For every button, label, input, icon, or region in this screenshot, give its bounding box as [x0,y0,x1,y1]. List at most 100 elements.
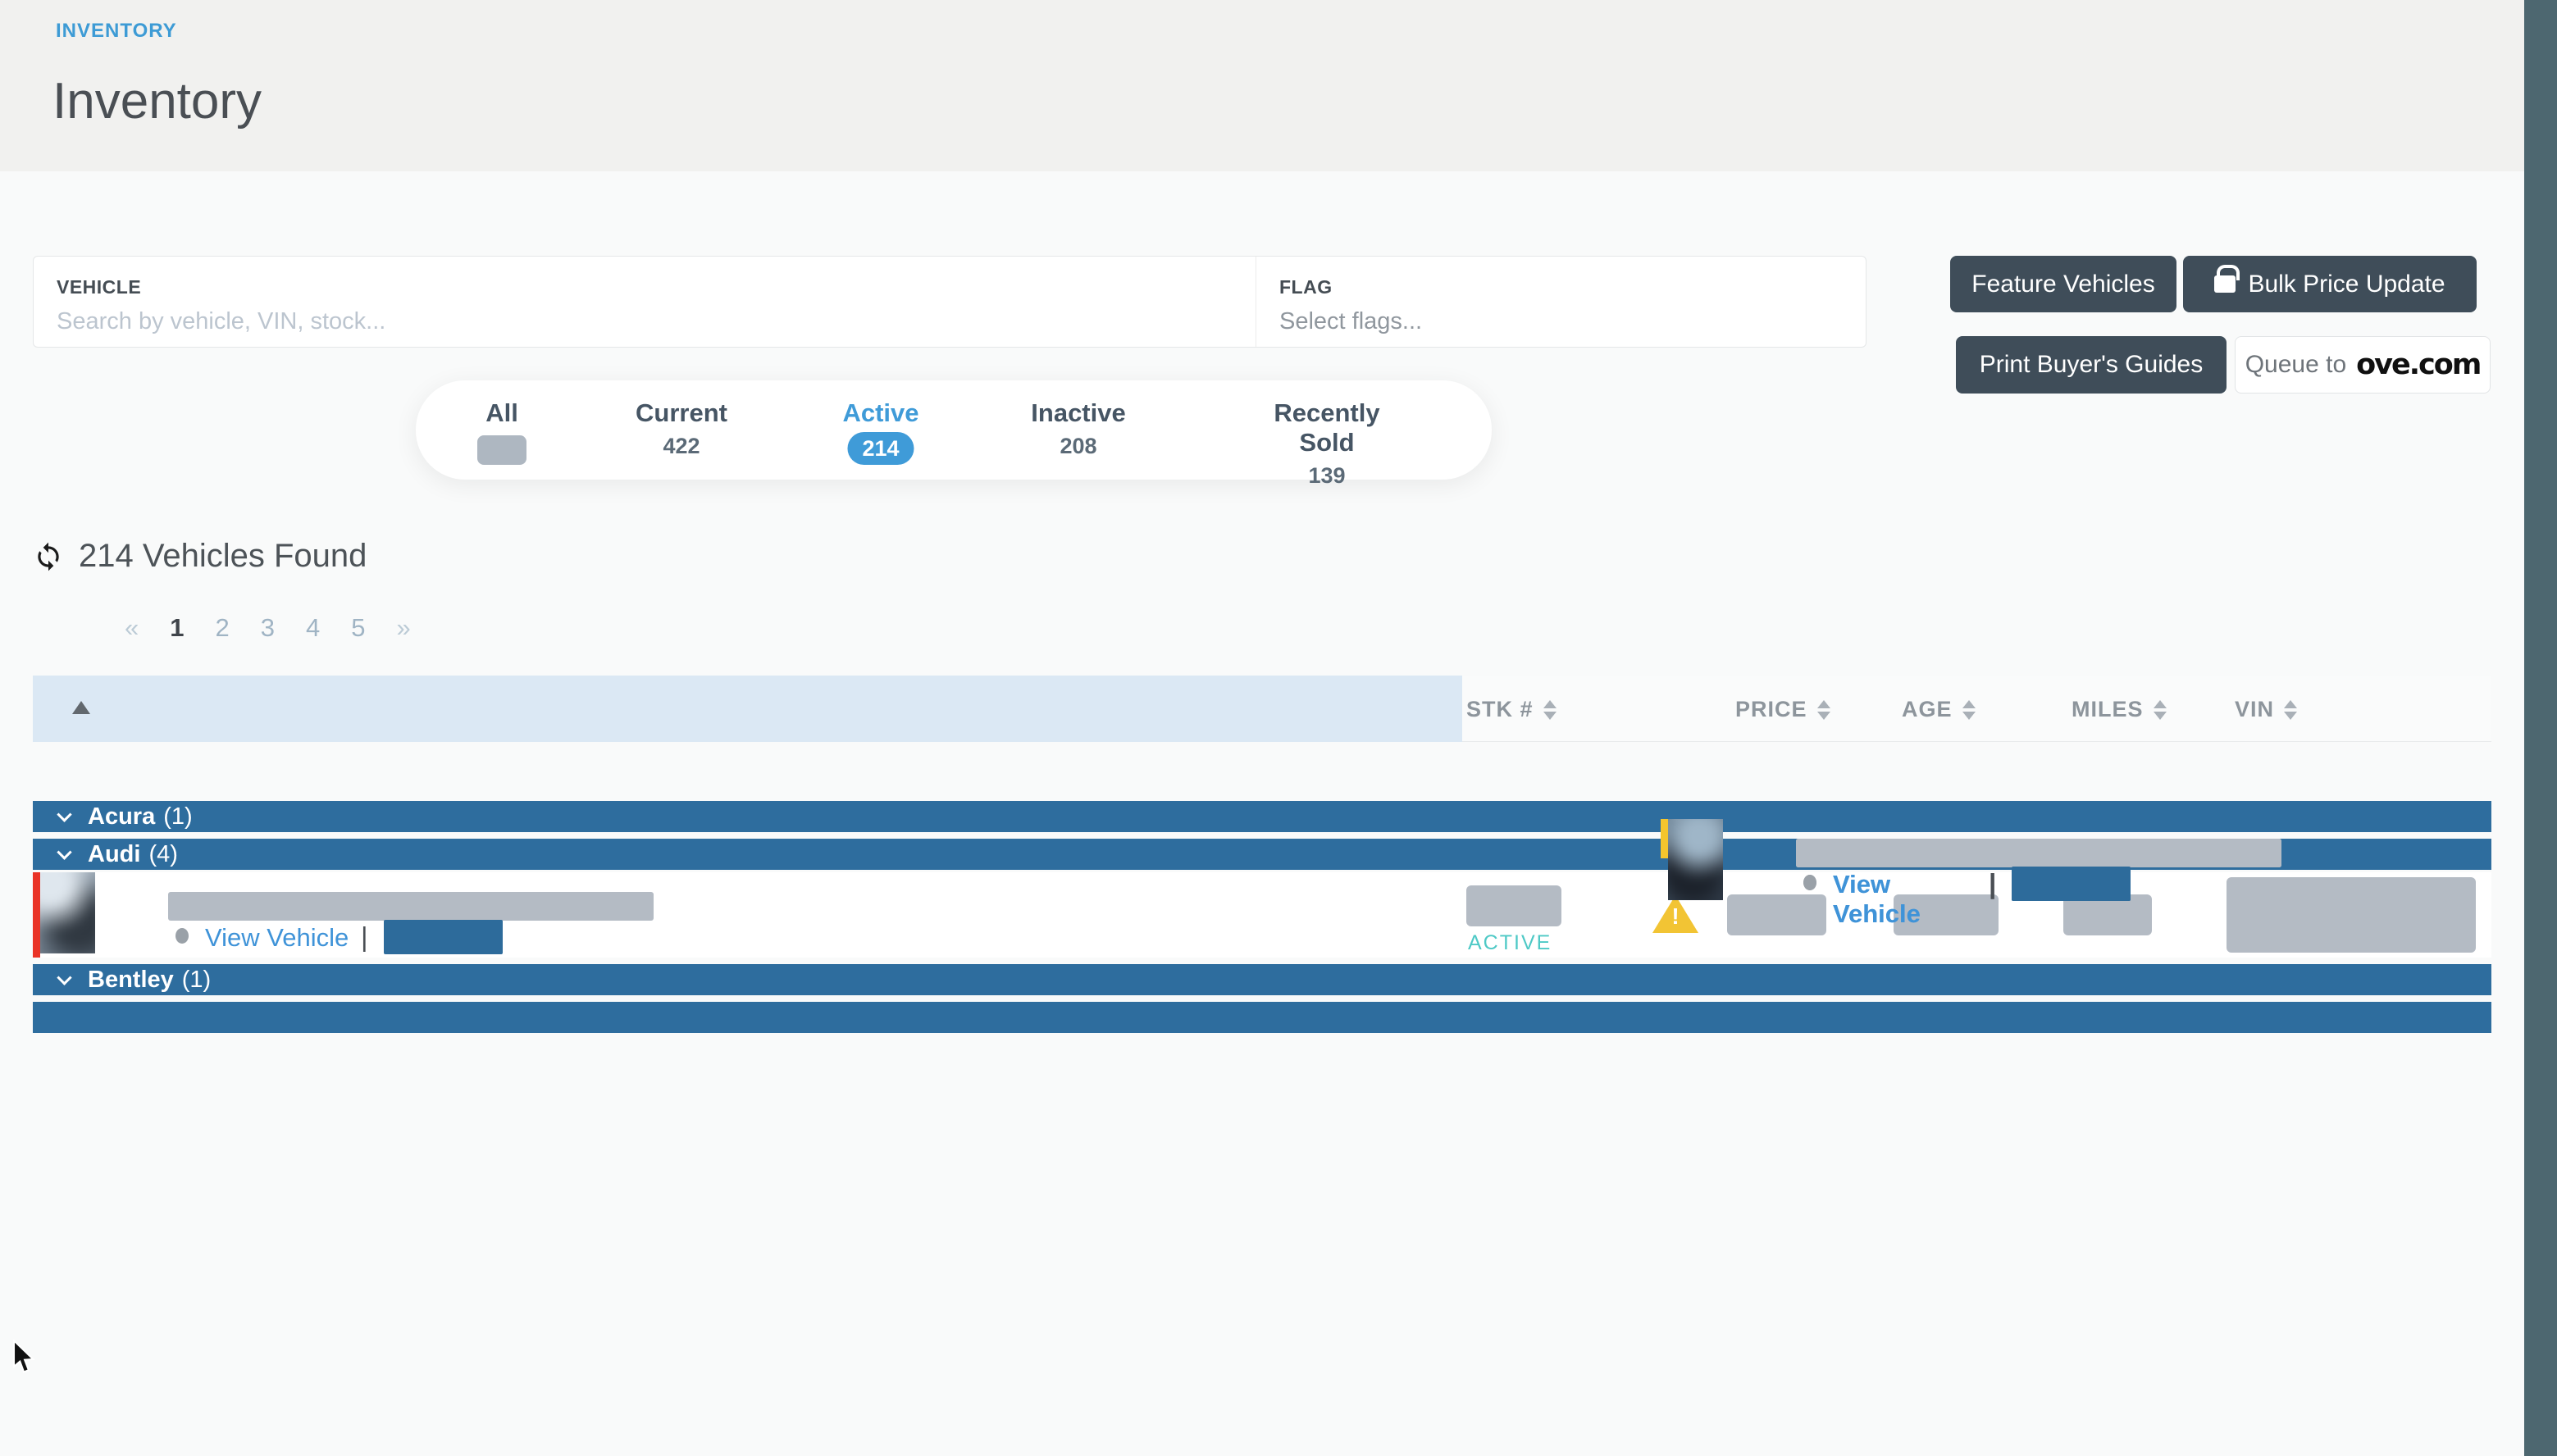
miles-value-redacted [2063,894,2152,935]
make-group-section: Bentley (1) View Vehicle | ACTIVE ! ! [33,819,2491,995]
view-vehicle-link[interactable]: View Vehicle [1833,870,1921,928]
column-header-age[interactable]: AGE [1902,697,1976,722]
vin-value-redacted [2227,877,2476,953]
breadcrumb[interactable]: INVENTORY [56,20,177,42]
vehicle-search-input[interactable] [57,308,1160,335]
bulk-price-update-button[interactable]: Bulk Price Update [2183,256,2477,312]
sort-updown-icon [1816,699,1830,720]
row-flag-stripe [33,872,40,958]
page-title: Inventory [52,73,262,130]
tab-all-count-placeholder [477,435,526,465]
tab-recently-sold[interactable]: Recently Sold 139 [1245,398,1410,489]
refresh-icon[interactable] [33,541,64,572]
price-value-redacted [1727,894,1826,935]
column-header-price-label: PRICE [1735,697,1807,721]
tab-inactive[interactable]: Inactive 208 [1031,398,1125,459]
pagination-page-5[interactable]: 5 [351,613,366,642]
column-header-price[interactable]: PRICE [1735,697,1830,722]
group-name: Audi [88,840,141,867]
top-header-band: INVENTORY Inventory [0,0,2557,171]
sort-updown-icon [1962,699,1976,720]
pagination-next[interactable]: » [396,613,411,642]
chevron-down-icon [57,844,72,860]
vehicle-row: View Vehicle | ACTIVE ! ! [1661,819,2281,928]
vehicle-title-redacted [1796,839,2281,867]
flag-filter-label: FLAG [1279,276,1333,298]
next-group-bar-partial[interactable] [33,1002,2491,1033]
right-edge-panel [2524,0,2557,1456]
group-count: (1) [181,966,212,993]
column-header-miles[interactable]: MILES [2072,697,2167,722]
row-flag-stripe [1661,819,1668,858]
print-buyers-guides-button[interactable]: Print Buyer's Guides [1956,336,2227,394]
tab-recently-sold-label: Recently Sold [1274,398,1380,457]
tab-current-count: 422 [663,434,700,458]
flag-filter: FLAG [1256,257,1866,347]
vehicle-filter: VEHICLE [34,257,1256,347]
vehicle-filter-label: VEHICLE [57,276,142,298]
column-header-stk[interactable]: STK # [1466,697,1557,722]
view-vehicle-link[interactable]: View Vehicle [205,923,349,952]
tab-recently-sold-count: 139 [1308,463,1346,488]
stk-value-redacted [1466,885,1561,926]
vehicle-column-header[interactable] [33,676,1462,742]
results-summary: 214 Vehicles Found [33,538,367,575]
tab-active-label: Active [842,398,919,427]
filter-card: VEHICLE FLAG [33,256,1866,348]
tab-inactive-label: Inactive [1031,398,1126,427]
warning-triangle-icon[interactable]: ! [1652,895,1698,933]
tab-active-count-badge: 214 [847,432,914,465]
column-header-vin[interactable]: VIN [2235,697,2298,722]
secondary-link-redacted [384,920,503,954]
secondary-link-redacted [2012,867,2131,901]
pagination-prev[interactable]: « [125,613,139,642]
queue-to-label: Queue to [2245,351,2347,378]
column-header-stk-label: STK # [1466,697,1534,721]
ove-com-logo: ove.com [2356,348,2482,381]
pagination-page-4[interactable]: 4 [306,613,321,642]
mouse-cursor-icon [11,1338,38,1381]
lock-icon [2214,265,2240,293]
pagination-page-3[interactable]: 3 [260,613,275,642]
column-header-age-label: AGE [1902,697,1953,721]
tab-all-label: All [485,398,518,427]
pagination: « 1 2 3 4 5 » [125,613,411,643]
column-header-miles-label: MILES [2072,697,2144,721]
table-body: Acura (1) View Vehicle | ACTIVE ! ! Audi… [33,801,2491,1033]
group-name: Acura [88,803,156,830]
tab-current-label: Current [636,398,727,427]
group-count: (4) [148,840,178,867]
make-group-section: Acura (1) View Vehicle | ACTIVE ! ! [33,801,2491,928]
results-count-text: 214 Vehicles Found [79,538,367,574]
flag-select-input[interactable] [1279,308,1819,335]
group-header-bar[interactable]: Bentley (1) [33,964,2491,995]
chevron-down-icon [57,969,72,985]
chevron-down-icon [57,806,72,822]
view-vehicle-link[interactable]: View Vehicle [1833,870,1921,928]
bulk-price-update-label: Bulk Price Update [2248,270,2445,298]
sort-updown-icon [2153,699,2167,720]
tab-all[interactable]: All [477,398,526,465]
vehicle-thumbnail[interactable] [1668,819,1723,900]
group-name: Bentley [88,966,174,993]
bullet-dot-icon [1803,875,1816,890]
vehicle-title-redacted [168,892,654,921]
link-separator: | [361,921,368,952]
pagination-page-1[interactable]: 1 [170,613,185,642]
table-header: STK # PRICE AGE MILES VIN [33,676,2491,742]
link-separator: | [1989,868,1997,899]
group-count: (1) [163,803,193,830]
sort-asc-icon [72,701,90,714]
vehicle-thumbnail[interactable] [40,872,95,953]
link-separator: | [1989,868,1997,899]
pagination-page-2[interactable]: 2 [215,613,230,642]
feature-vehicles-button[interactable]: Feature Vehicles [1950,256,2176,312]
group-header-bar[interactable]: Acura (1) [33,801,2491,832]
status-active-label: ACTIVE [1468,931,1552,954]
tab-active[interactable]: Active 214 [842,398,919,465]
tab-current[interactable]: Current 422 [636,398,727,459]
tab-inactive-count: 208 [1060,434,1097,458]
queue-to-ove-button[interactable]: Queue to ove.com [2235,336,2491,394]
bullet-dot-icon [175,928,189,944]
